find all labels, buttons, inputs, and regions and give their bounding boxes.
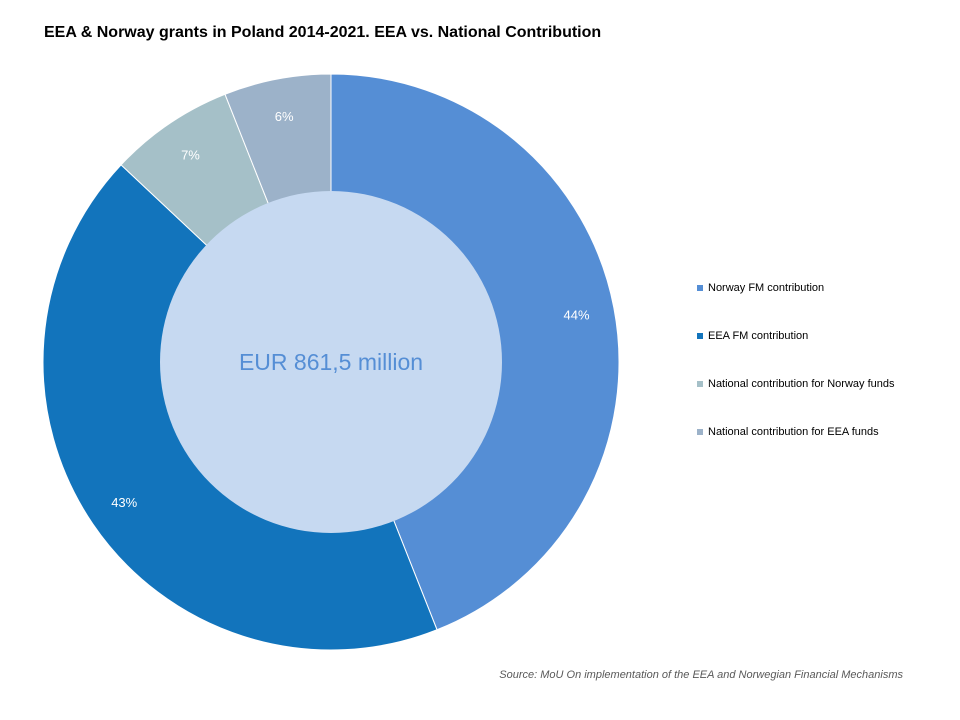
legend-item-2: National contribution for Norway funds [697,376,957,392]
center-disc [160,191,502,533]
slice-labels: 44% 43% 7% 6% [111,109,590,510]
slice-label-2: 7% [181,148,200,163]
legend-label-1: EEA FM contribution [708,330,809,342]
chart-legend: Norway FM contribution EEA FM contributio… [697,280,957,472]
legend-swatch-0 [697,285,703,291]
slice-label-0: 44% [564,308,590,323]
legend-label-0: Norway FM contribution [708,282,825,294]
legend-swatch-3 [697,429,703,435]
legend-swatch-2 [697,381,703,387]
legend-label-2: National contribution for Norway funds [708,378,895,390]
chart-title: EEA & Norway grants in Poland 2014-2021.… [44,24,602,41]
center-total-label: EUR 861,5 million [239,349,423,375]
slice-label-1: 43% [111,495,137,510]
legend-item-0: Norway FM contribution [697,280,957,296]
slice-label-3: 6% [275,109,294,124]
legend-item-3: National contribution for EEA funds [697,424,957,440]
legend-label-3: National contribution for EEA funds [708,426,879,438]
legend-item-1: EEA FM contribution [697,328,957,344]
legend-swatch-1 [697,333,703,339]
source-note: Source: MoU On implementation of the EEA… [499,669,903,681]
